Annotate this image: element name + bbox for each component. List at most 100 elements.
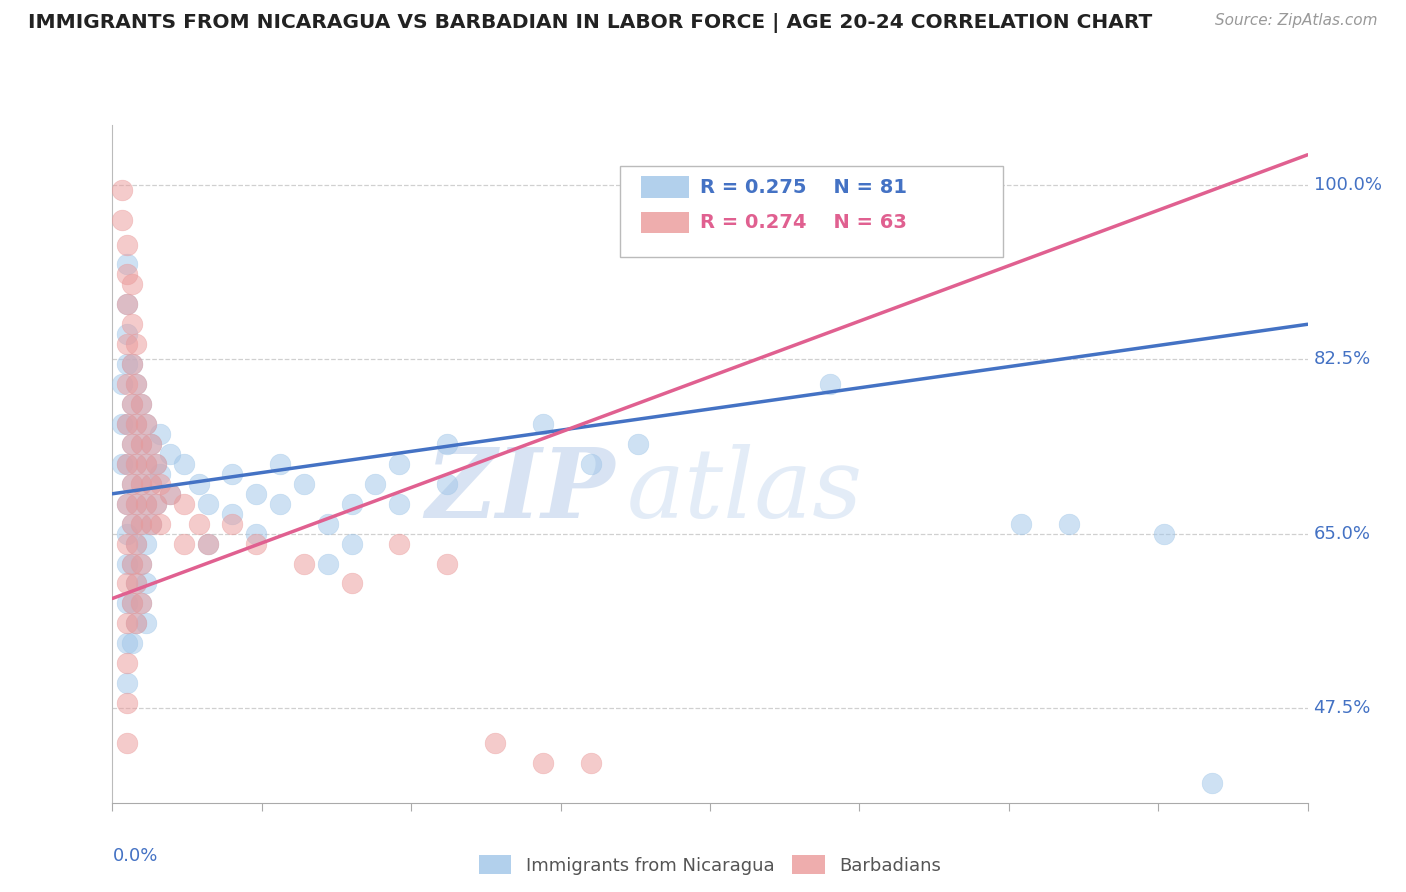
Point (121, 277, 143, 292)
Text: R = 0.275    N = 81: R = 0.275 N = 81 (700, 178, 907, 197)
Text: R = 0.274    N = 63: R = 0.274 N = 63 (700, 213, 907, 232)
Point (121, 596, 143, 610)
Point (115, 526, 138, 541)
Point (129, 437, 152, 451)
Point (121, 636, 143, 650)
Point (115, 636, 138, 650)
Point (139, 437, 162, 451)
Point (121, 596, 143, 610)
Point (245, 487, 267, 501)
Point (145, 497, 167, 511)
Point (221, 516, 243, 531)
Point (125, 536, 148, 550)
Point (121, 557, 143, 571)
Point (245, 536, 267, 550)
Point (115, 497, 138, 511)
Point (197, 497, 219, 511)
Point (115, 457, 138, 471)
Point (115, 327, 138, 342)
Point (125, 497, 148, 511)
Point (125, 576, 148, 591)
Point (129, 557, 152, 571)
Point (139, 516, 162, 531)
Point (111, 212, 134, 227)
Point (129, 476, 152, 491)
Point (340, 536, 363, 550)
Point (139, 516, 162, 531)
Point (115, 337, 138, 351)
Point (135, 616, 157, 631)
Point (531, 756, 554, 770)
Point (364, 476, 387, 491)
Point (115, 497, 138, 511)
Point (125, 616, 148, 631)
Point (197, 536, 219, 550)
Point (125, 536, 148, 550)
FancyBboxPatch shape (641, 177, 689, 198)
Point (115, 417, 138, 431)
FancyBboxPatch shape (641, 211, 689, 234)
Point (818, 377, 841, 392)
Point (121, 437, 143, 451)
Point (388, 497, 411, 511)
Point (1057, 516, 1080, 531)
Point (135, 457, 157, 471)
Point (245, 526, 267, 541)
Text: atlas: atlas (626, 444, 862, 538)
Point (115, 417, 138, 431)
Point (531, 417, 554, 431)
Point (316, 557, 339, 571)
Point (1153, 526, 1175, 541)
Text: 82.5%: 82.5% (1313, 351, 1371, 368)
Point (129, 516, 152, 531)
Point (436, 437, 458, 451)
Point (121, 476, 143, 491)
Point (121, 516, 143, 531)
Point (340, 497, 363, 511)
Point (173, 457, 195, 471)
Point (139, 476, 162, 491)
Point (221, 467, 243, 481)
Point (115, 657, 138, 671)
Point (436, 557, 458, 571)
Point (121, 318, 143, 332)
Point (139, 476, 162, 491)
Point (129, 397, 152, 411)
Point (129, 516, 152, 531)
Point (159, 447, 181, 461)
Point (121, 476, 143, 491)
Point (135, 536, 157, 550)
Point (436, 476, 458, 491)
Point (121, 397, 143, 411)
Point (121, 516, 143, 531)
Point (135, 497, 157, 511)
Point (121, 397, 143, 411)
Point (115, 457, 138, 471)
Point (1201, 776, 1223, 790)
Point (115, 297, 138, 311)
Point (129, 437, 152, 451)
Point (340, 576, 363, 591)
Point (121, 437, 143, 451)
Point (125, 377, 148, 392)
Point (145, 457, 167, 471)
Text: 0.0%: 0.0% (112, 847, 157, 865)
Point (173, 497, 195, 511)
Text: 65.0%: 65.0% (1313, 524, 1371, 542)
Point (135, 576, 157, 591)
Point (121, 357, 143, 371)
Point (125, 497, 148, 511)
Point (125, 417, 148, 431)
Point (111, 377, 134, 392)
Point (159, 487, 181, 501)
Point (484, 736, 506, 750)
Point (187, 516, 209, 531)
Text: ZIP: ZIP (425, 444, 614, 538)
Point (115, 357, 138, 371)
Point (115, 536, 138, 550)
Point (135, 417, 157, 431)
Point (135, 457, 157, 471)
Point (125, 576, 148, 591)
Point (125, 616, 148, 631)
Point (129, 596, 152, 610)
